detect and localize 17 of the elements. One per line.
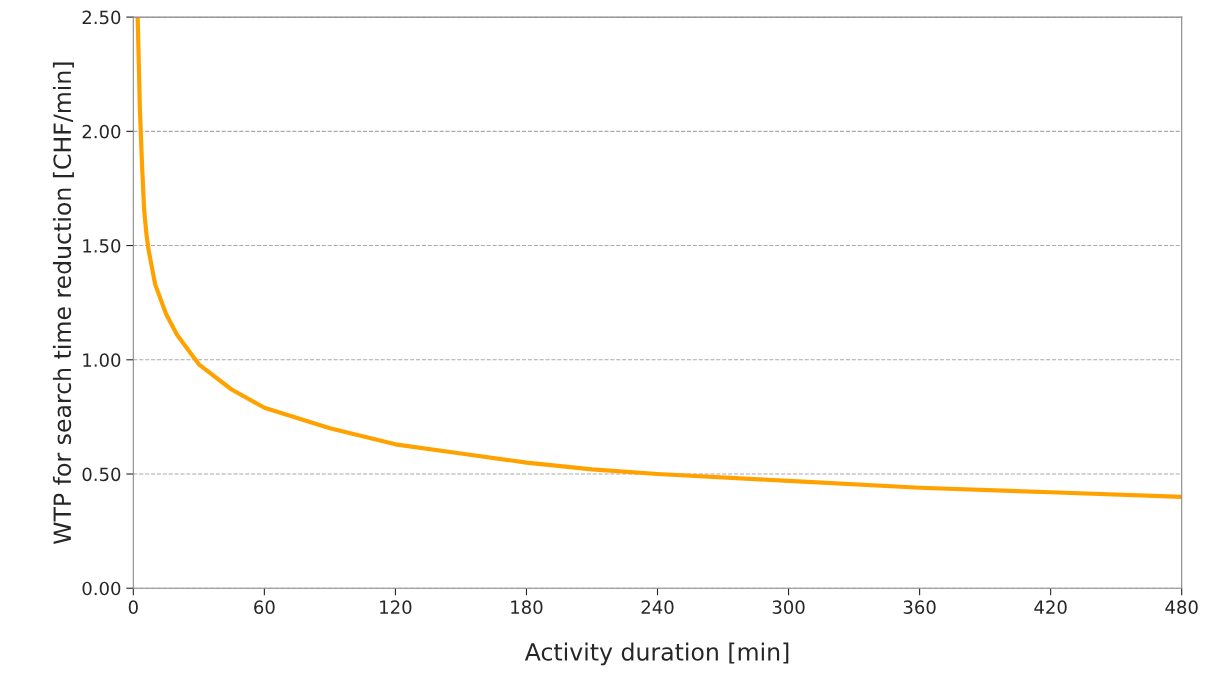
y-tick-label: 0.50 [82,467,121,482]
x-tick-label: 180 [511,600,543,615]
x-tick-label: 240 [641,600,674,615]
x-axis-title: Activity duration [min] [524,642,789,666]
x-tick-label: 120 [380,600,412,615]
x-tick-label: 480 [1165,600,1198,615]
x-tick-label: 60 [254,600,275,615]
x-tick-label: 420 [1034,600,1067,615]
y-tick-label: 2.50 [82,10,121,25]
y-tick-label: 1.50 [83,239,121,253]
x-tick-label: 300 [772,600,805,615]
y-tick-label: 2.00 [82,124,121,139]
x-tick-label: 360 [903,600,936,615]
y-axis-title: WTP for search time reduction [CHF/min] [52,62,74,545]
x-tick-label: 0 [128,600,138,615]
y-tick-label: 0.00 [82,581,121,596]
y-tick-label: 1.00 [83,353,121,367]
